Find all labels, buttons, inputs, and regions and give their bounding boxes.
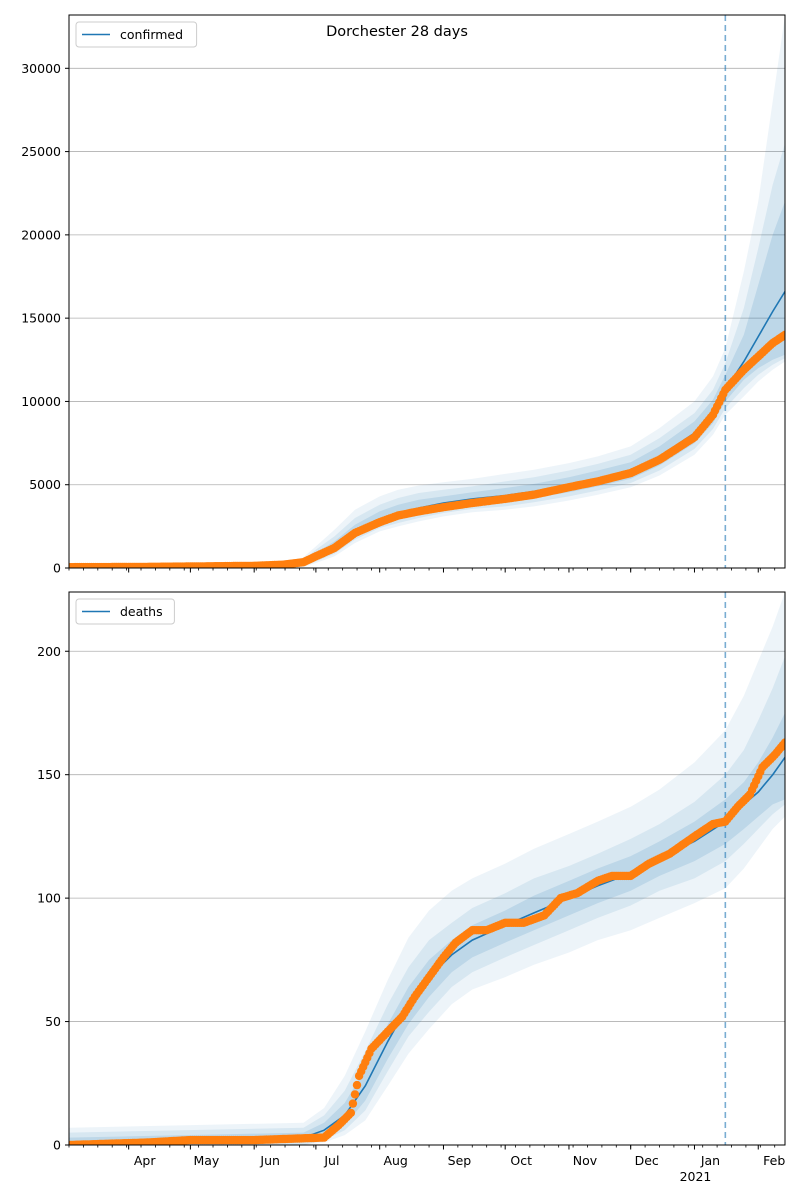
plot-area <box>69 592 785 1145</box>
y-tick-label: 50 <box>45 1014 61 1029</box>
legend: deaths <box>75 598 175 625</box>
y-tick-label: 0 <box>53 561 61 576</box>
y-tick-label: 5000 <box>29 477 61 492</box>
x-minor-ticks <box>68 1145 776 1148</box>
y-tick-label: 150 <box>37 767 61 782</box>
observed-point <box>780 738 785 747</box>
y-tick-label: 200 <box>37 644 61 659</box>
observed-series <box>69 738 785 1145</box>
legend-box <box>75 598 175 625</box>
x-tick-label: Oct <box>510 1153 532 1168</box>
observed-point <box>346 1108 356 1118</box>
x-tick-label: Sep <box>448 1153 472 1168</box>
x-tick-label: Jul <box>323 1153 339 1168</box>
y-tick-label: 25000 <box>21 144 61 159</box>
observed-series <box>69 330 785 568</box>
observed-point <box>350 1090 360 1099</box>
observed-point <box>780 330 785 339</box>
x-tick-label: Dec <box>635 1153 659 1168</box>
y-tick-label: 0 <box>53 1138 61 1153</box>
x-tick-label: May <box>193 1153 219 1168</box>
figure-title: Dorchester 28 days <box>326 24 468 40</box>
y-tick-label: 30000 <box>21 61 61 76</box>
legend-label: confirmed <box>120 27 183 42</box>
x-tick-label: Nov <box>573 1153 598 1168</box>
deaths-panel: 0 50 100 150 200 Apr May Jun Jul Aug Sep Oct Nov Dec J… <box>37 591 786 1184</box>
x-year-label: 2021 <box>680 1169 712 1184</box>
x-tick-label: Feb <box>763 1153 785 1168</box>
observed-point <box>348 1099 358 1108</box>
x-tick-label: Jan <box>700 1153 720 1168</box>
plot-area <box>69 15 785 568</box>
x-tick-label: Jun <box>259 1153 280 1168</box>
uncertainty-band-2 <box>69 143 785 568</box>
confirmed-panel: 0 5000 10000 15000 20000 25000 30000 confirmed <box>21 14 786 576</box>
legend-box <box>75 21 198 48</box>
y-tick-label: 15000 <box>21 311 61 326</box>
legend-label: deaths <box>120 604 163 619</box>
x-tick-label: Aug <box>383 1153 407 1168</box>
y-tick-label: 20000 <box>21 227 61 242</box>
axes-frame <box>68 591 786 1146</box>
observed-point <box>352 1080 362 1090</box>
y-tick-label: 10000 <box>21 394 61 409</box>
legend: confirmed <box>75 21 198 48</box>
axes-frame <box>68 14 786 569</box>
y-tick-label: 100 <box>37 891 61 906</box>
x-tick-label: Apr <box>134 1153 156 1168</box>
